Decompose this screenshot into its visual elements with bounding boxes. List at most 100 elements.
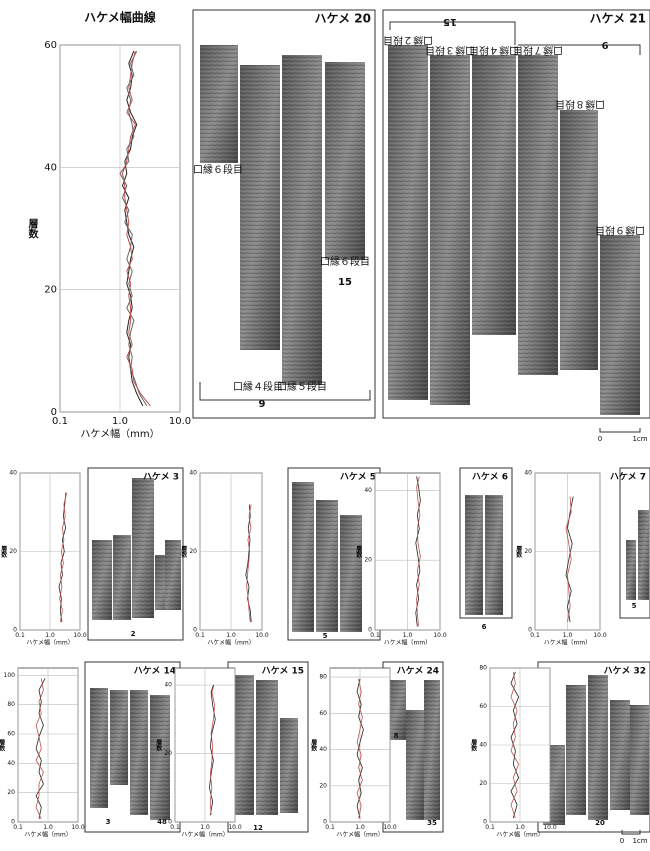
panel-title: ハケメ 14 xyxy=(134,666,176,677)
scale-label: 0 xyxy=(620,837,624,845)
panel-label: 9 xyxy=(259,399,266,410)
panel-label: 口縁４段目 xyxy=(469,44,519,57)
panel-label: 5 xyxy=(323,632,328,640)
y-tick-label: 100 xyxy=(4,672,16,679)
photo-texture xyxy=(132,478,154,618)
x-tick-label: 10.0 xyxy=(433,632,447,639)
panel-title: ハケメ 24 xyxy=(397,666,439,677)
x-tick-label: 10.0 xyxy=(228,824,242,831)
photo-texture xyxy=(610,700,630,810)
y-tick-label: 40 xyxy=(319,746,327,753)
y-tick-label: 0 xyxy=(13,627,17,634)
photo-texture xyxy=(90,688,108,808)
panel-title: ハケメ 15 xyxy=(262,666,304,677)
photo-texture xyxy=(240,65,280,350)
panel-title: ハケメ 20 xyxy=(314,12,371,26)
photo-texture xyxy=(316,500,338,632)
panel-label: 35 xyxy=(427,819,437,827)
x-tick-label: 1.0 xyxy=(200,824,210,831)
panel-title: ハケメ 21 xyxy=(589,12,646,26)
y-tick-label: 40 xyxy=(189,470,197,477)
panel-label: 2 xyxy=(131,630,136,638)
photo-texture xyxy=(424,680,440,820)
y-tick-label: 0 xyxy=(51,407,57,418)
y-tick-label: 20 xyxy=(319,782,327,789)
x-tick-label: 1.0 xyxy=(563,632,573,639)
panel-label: 口縁６段目 xyxy=(320,255,370,268)
y-axis-label: 層数 xyxy=(310,738,317,752)
y-axis-label: 層数 xyxy=(470,738,477,752)
y-tick-label: 20 xyxy=(7,789,15,796)
photo-texture xyxy=(110,690,128,785)
photo-texture xyxy=(340,515,362,632)
y-axis-label: 層数 xyxy=(0,545,7,559)
panel-label: 3 xyxy=(106,818,111,826)
y-axis-label: 層数 xyxy=(155,738,162,752)
x-tick-label: 1.0 xyxy=(226,632,236,639)
y-tick-label: 60 xyxy=(44,40,57,51)
photo-texture xyxy=(130,690,148,815)
y-axis-label: 層数 xyxy=(515,545,522,559)
panel-label: 5 xyxy=(632,602,637,610)
panel-label: 口縁９段目 xyxy=(595,224,645,237)
panel-label: 口縁７段目 xyxy=(513,44,563,57)
photo-texture xyxy=(113,535,131,620)
y-tick-label: 20 xyxy=(524,548,532,555)
y-tick-label: 80 xyxy=(7,701,15,708)
x-axis-label: ハケメ幅（mm） xyxy=(336,831,384,839)
y-tick-label: 0 xyxy=(11,819,15,826)
y-axis-label: 層数 xyxy=(355,545,362,559)
y-tick-label: 40 xyxy=(524,470,532,477)
panel-label: 15 xyxy=(338,277,352,288)
photo-texture xyxy=(406,710,424,820)
photo-texture xyxy=(150,695,170,820)
y-tick-label: 0 xyxy=(528,627,532,634)
x-tick-label: 10.0 xyxy=(169,416,191,427)
x-tick-label: 1.0 xyxy=(112,416,128,427)
y-tick-label: 40 xyxy=(164,682,172,689)
y-tick-label: 60 xyxy=(319,710,327,717)
photo-texture xyxy=(92,540,112,620)
y-tick-label: 40 xyxy=(44,162,57,173)
y-tick-label: 20 xyxy=(189,548,197,555)
y-axis-label: 層数 xyxy=(26,218,38,239)
photo-texture xyxy=(638,510,649,600)
figure: ハケメ 20口縁６段目口縁４段目口縁５段目口縁６段目159ハケメ 21口縁２段目… xyxy=(0,0,650,851)
y-tick-label: 80 xyxy=(319,674,327,681)
y-tick-label: 20 xyxy=(479,780,487,787)
y-tick-label: 40 xyxy=(9,470,17,477)
x-tick-label: 10.0 xyxy=(383,824,397,831)
photo-texture xyxy=(560,110,598,370)
y-tick-label: 0 xyxy=(368,627,372,634)
panel-title: ハケメ 7 xyxy=(610,472,646,483)
panel-title: ハケメ 6 xyxy=(472,472,508,483)
photo-texture xyxy=(200,45,238,163)
y-tick-label: 60 xyxy=(7,731,15,738)
scale-label: 0 xyxy=(598,435,602,443)
x-tick-label: 10.0 xyxy=(71,824,85,831)
photo-texture xyxy=(388,680,406,740)
x-axis-label: ハケメ幅（mm） xyxy=(181,831,229,839)
x-tick-label: 10.0 xyxy=(73,632,87,639)
y-tick-label: 40 xyxy=(364,487,372,494)
y-tick-label: 20 xyxy=(9,548,17,555)
panel-label: 20 xyxy=(595,819,605,827)
scale-label: 1cm xyxy=(632,435,647,443)
panel-title: ハケメ 3 xyxy=(143,472,179,483)
x-axis-label: ハケメ幅（mm） xyxy=(384,639,432,647)
x-tick-label: 1.0 xyxy=(45,632,55,639)
panel-label: 口縁８段目 xyxy=(555,98,605,111)
panel-label: 口縁３段目 xyxy=(425,44,475,57)
scale-bar xyxy=(600,428,640,432)
x-axis-label: ハケメ幅（mm） xyxy=(80,427,159,440)
panel-label: 8 xyxy=(394,732,399,740)
y-tick-label: 40 xyxy=(7,760,15,767)
photo-texture xyxy=(282,55,322,385)
photo-texture xyxy=(472,55,516,335)
y-tick-label: 0 xyxy=(168,819,172,826)
photo-texture xyxy=(630,705,649,815)
panel-label: 口縁４段目 xyxy=(233,380,283,393)
y-axis-label: 層数 xyxy=(0,738,5,752)
chart-title: ハケメ幅曲線 xyxy=(84,10,156,25)
x-axis-label: ハケメ幅（mm） xyxy=(496,831,544,839)
